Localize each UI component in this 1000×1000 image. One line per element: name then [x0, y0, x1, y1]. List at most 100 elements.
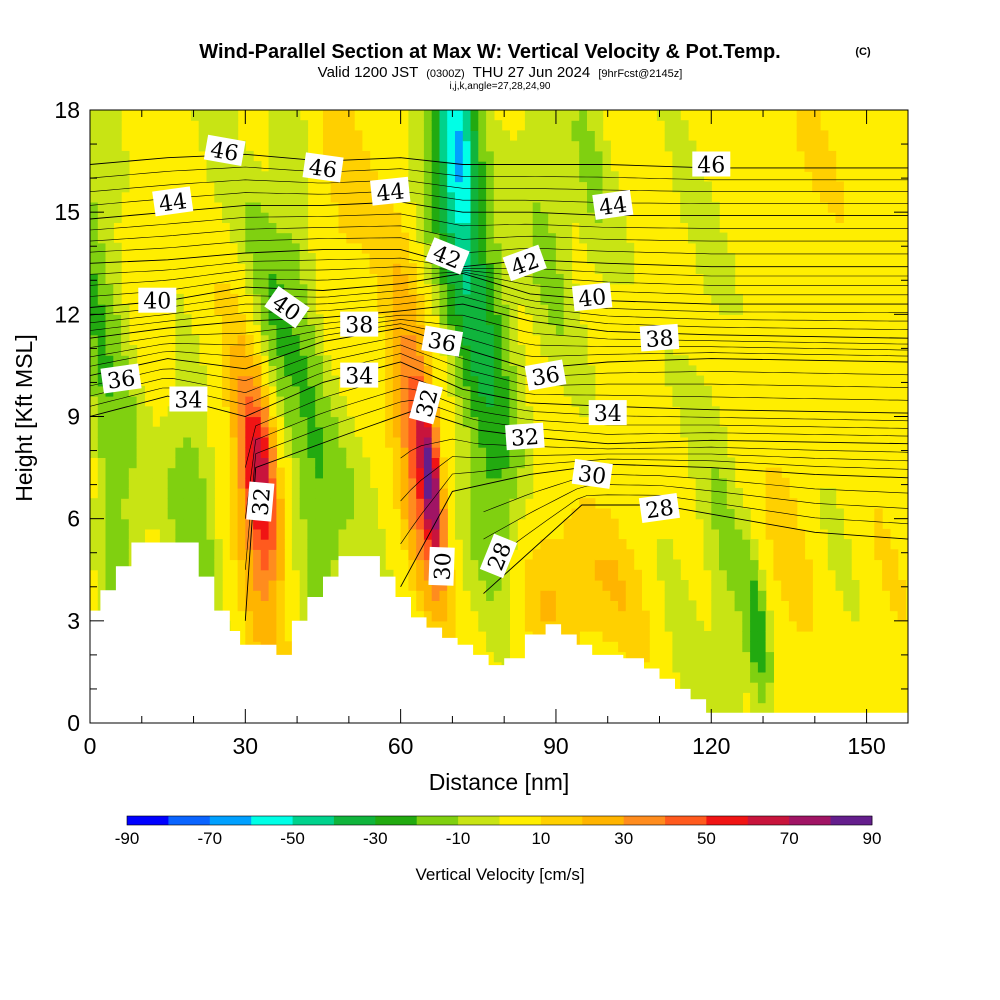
velocity-cell	[315, 436, 324, 448]
velocity-cell	[594, 620, 604, 632]
velocity-cell	[183, 457, 192, 469]
velocity-cell	[121, 518, 130, 530]
velocity-cell	[486, 171, 495, 183]
velocity-cell	[105, 559, 114, 571]
velocity-cell	[346, 140, 355, 152]
theta-contour-minor	[90, 166, 908, 181]
velocity-cell	[734, 692, 743, 704]
velocity-cell	[291, 518, 301, 530]
velocity-cell	[447, 171, 456, 183]
velocity-cell	[400, 304, 409, 315]
velocity-cell	[548, 580, 557, 591]
velocity-cell	[105, 263, 114, 274]
velocity-cell	[703, 436, 712, 448]
velocity-cell	[276, 549, 285, 561]
velocity-cell	[121, 345, 130, 356]
velocity-cell	[392, 396, 402, 407]
velocity-cell	[672, 559, 681, 571]
velocity-cell	[540, 324, 549, 336]
velocity-cell	[455, 467, 464, 479]
velocity-cell	[462, 528, 472, 540]
velocity-cell	[408, 355, 417, 366]
velocity-cell	[680, 130, 689, 142]
velocity-cell	[136, 436, 145, 448]
velocity-cell	[563, 140, 573, 152]
velocity-cell	[90, 436, 99, 448]
velocity-cell	[113, 263, 122, 274]
velocity-cell	[493, 508, 503, 520]
velocity-cell	[222, 130, 231, 142]
colorbar-tick-label: 90	[863, 829, 882, 848]
velocity-cell	[462, 447, 472, 458]
velocity-cell	[695, 181, 705, 193]
velocity-cell	[524, 232, 534, 244]
velocity-cell	[330, 150, 340, 162]
theta-contour-minor	[483, 494, 908, 567]
velocity-cell	[493, 150, 503, 162]
velocity-cell	[812, 110, 821, 121]
velocity-cell	[97, 416, 107, 428]
velocity-cell	[719, 263, 728, 274]
velocity-cell	[338, 539, 347, 550]
velocity-cell	[501, 150, 510, 162]
velocity-cell	[719, 508, 728, 520]
velocity-cell	[439, 631, 448, 642]
velocity-cell	[276, 110, 285, 121]
velocity-cell	[703, 671, 712, 683]
velocity-cell	[291, 385, 301, 397]
velocity-cell	[90, 150, 99, 162]
velocity-cell	[268, 580, 277, 591]
velocity-cell	[330, 416, 340, 428]
velocity-cell	[734, 539, 743, 550]
velocity-cell	[299, 191, 309, 203]
velocity-cell	[594, 181, 604, 193]
velocity-cell	[703, 396, 712, 407]
velocity-cell	[470, 140, 479, 152]
velocity-cell	[408, 334, 417, 346]
velocity-cell	[330, 477, 340, 489]
velocity-cell	[408, 181, 417, 193]
velocity-cell	[97, 161, 107, 172]
velocity-cell	[703, 263, 712, 274]
velocity-cell	[742, 590, 751, 601]
velocity-cell	[462, 212, 472, 223]
colorbar-segment	[540, 816, 583, 825]
velocity-cell	[493, 334, 503, 346]
velocity-cell	[493, 161, 503, 172]
velocity-cell	[299, 447, 309, 458]
velocity-cell	[478, 355, 487, 366]
velocity-cell	[97, 477, 107, 489]
velocity-cell	[439, 477, 448, 489]
velocity-cell	[90, 396, 99, 407]
velocity-cell	[493, 600, 503, 612]
velocity-cell	[501, 140, 510, 152]
velocity-cell	[253, 580, 262, 591]
velocity-cell	[307, 457, 316, 469]
velocity-cell	[812, 150, 821, 162]
velocity-cell	[672, 375, 681, 387]
velocity-cell	[222, 171, 231, 183]
velocity-cell	[579, 232, 588, 244]
velocity-cell	[493, 518, 503, 530]
velocity-cell	[206, 120, 215, 131]
velocity-cell	[431, 498, 441, 509]
velocity-cell	[672, 631, 681, 642]
velocity-cell	[478, 620, 487, 632]
velocity-cell	[307, 539, 316, 550]
velocity-cell	[447, 110, 456, 121]
velocity-cell	[563, 181, 573, 193]
velocity-cell	[284, 201, 293, 213]
velocity-cell	[486, 406, 495, 418]
velocity-cell	[237, 334, 246, 346]
velocity-cell	[719, 273, 728, 285]
velocity-cell	[509, 365, 518, 377]
velocity-cell	[664, 345, 674, 356]
velocity-cell	[245, 161, 254, 172]
velocity-cell	[159, 436, 169, 448]
velocity-cell	[493, 222, 503, 234]
velocity-cell	[455, 222, 464, 234]
contour-label-box	[246, 481, 275, 522]
velocity-cell	[338, 161, 347, 172]
velocity-cell	[462, 559, 472, 571]
velocity-cell	[594, 150, 604, 162]
